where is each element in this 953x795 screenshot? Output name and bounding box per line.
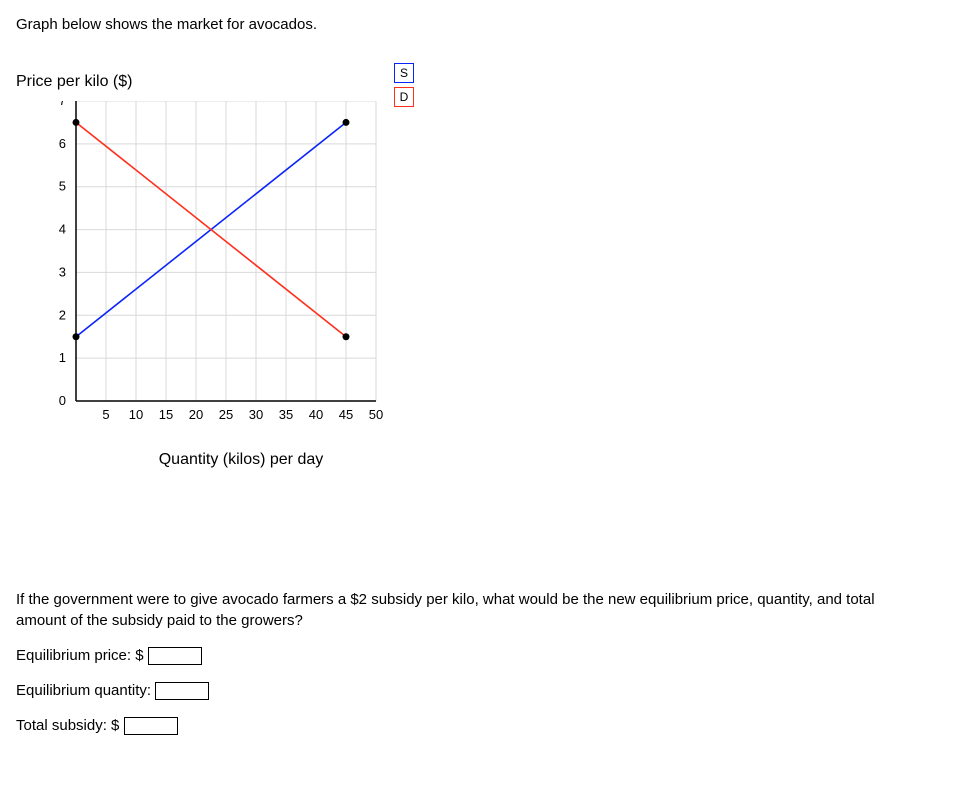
chart-container: Price per kilo ($) S D 01234567510152025… bbox=[16, 73, 516, 469]
intro-text: Graph below shows the market for avocado… bbox=[16, 16, 937, 33]
legend: S D bbox=[394, 63, 414, 111]
svg-text:2: 2 bbox=[59, 307, 66, 322]
svg-text:3: 3 bbox=[59, 264, 66, 279]
svg-text:25: 25 bbox=[219, 407, 233, 422]
svg-text:6: 6 bbox=[59, 136, 66, 151]
svg-text:4: 4 bbox=[59, 222, 66, 237]
chart-svg: 012345675101520253035404550 bbox=[16, 101, 436, 431]
question-prompt: If the government were to give avocado f… bbox=[16, 589, 916, 631]
svg-text:20: 20 bbox=[189, 407, 203, 422]
eq-qty-input[interactable] bbox=[155, 682, 209, 700]
svg-text:30: 30 bbox=[249, 407, 263, 422]
svg-text:5: 5 bbox=[102, 407, 109, 422]
svg-text:10: 10 bbox=[129, 407, 143, 422]
svg-text:5: 5 bbox=[59, 179, 66, 194]
svg-text:40: 40 bbox=[309, 407, 323, 422]
row-eq-price: Equilibrium price: $ bbox=[16, 645, 916, 666]
svg-text:7: 7 bbox=[59, 101, 66, 108]
svg-text:35: 35 bbox=[279, 407, 293, 422]
svg-text:45: 45 bbox=[339, 407, 353, 422]
row-eq-qty: Equilibrium quantity: bbox=[16, 680, 916, 701]
svg-text:0: 0 bbox=[59, 393, 66, 408]
x-axis-title: Quantity (kilos) per day bbox=[76, 451, 406, 469]
svg-text:15: 15 bbox=[159, 407, 173, 422]
y-axis-title: Price per kilo ($) bbox=[16, 73, 516, 91]
row-total-subsidy: Total subsidy: $ bbox=[16, 715, 916, 736]
total-subsidy-input[interactable] bbox=[124, 717, 178, 735]
legend-item-supply: S bbox=[394, 63, 414, 83]
svg-text:50: 50 bbox=[369, 407, 383, 422]
eq-price-input[interactable] bbox=[148, 647, 202, 665]
eq-qty-label: Equilibrium quantity: bbox=[16, 682, 151, 699]
question-block: If the government were to give avocado f… bbox=[16, 589, 916, 736]
total-subsidy-label: Total subsidy: $ bbox=[16, 717, 119, 734]
eq-price-label: Equilibrium price: $ bbox=[16, 647, 144, 664]
legend-item-demand: D bbox=[394, 87, 414, 107]
svg-text:1: 1 bbox=[59, 350, 66, 365]
